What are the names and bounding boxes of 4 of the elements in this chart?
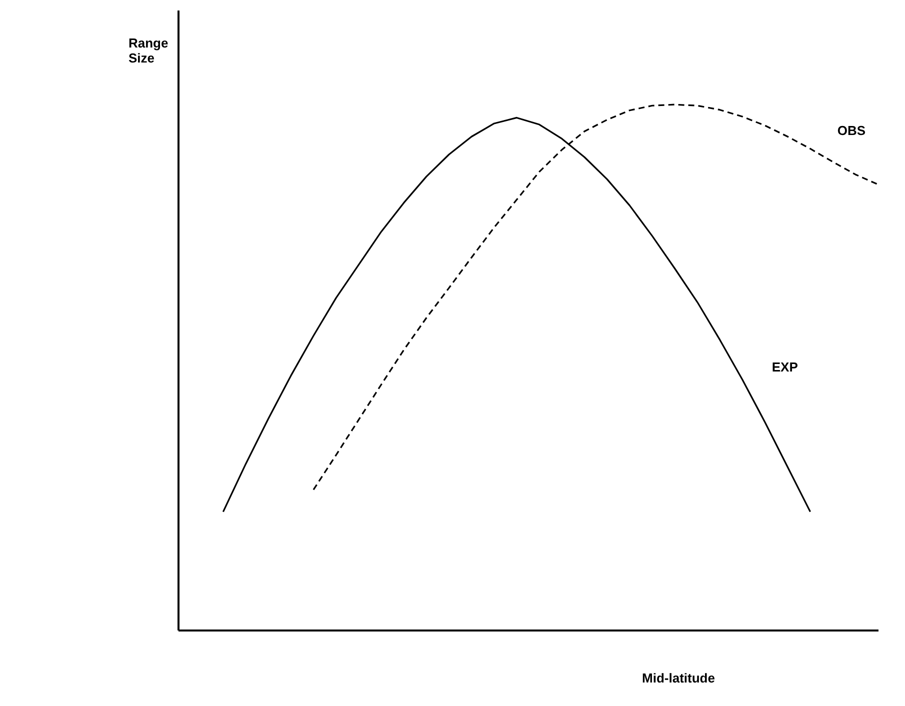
x-axis-title: Mid-latitude: [642, 670, 715, 686]
series-label: OBS: [837, 122, 866, 138]
text: EXP: [772, 359, 798, 374]
y-axis-title: Range Size: [128, 36, 168, 66]
